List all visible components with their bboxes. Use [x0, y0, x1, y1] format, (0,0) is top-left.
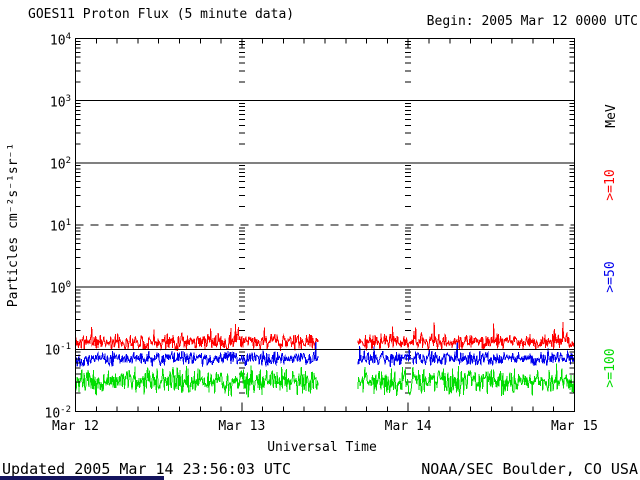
legend-entry-ge100: >=100 [603, 348, 618, 388]
begin-timestamp: Begin: 2005 Mar 12 0000 UTC [426, 14, 638, 29]
x-axis-label: Universal Time [267, 440, 377, 455]
chart-title: GOES11 Proton Flux (5 minute data) [28, 7, 295, 22]
legend-title-mev: MeV [604, 104, 619, 128]
updated-timestamp: Updated 2005 Mar 14 23:56:03 UTC [2, 460, 291, 478]
y-tick-label-1e-1: 10-1 [44, 342, 72, 359]
legend-entry-ge50: >=50 [603, 261, 618, 293]
y-tick-label-1e2: 102 [49, 155, 71, 173]
y-tick-label-1e3: 103 [49, 93, 71, 110]
x-tick-label-mar-15: Mar 15 [551, 419, 598, 434]
x-tick-label-mar-12: Mar 12 [52, 419, 99, 434]
y-tick-label-1e4: 104 [49, 31, 71, 48]
y-tick-label-1e0: 100 [49, 280, 71, 297]
y-tick-label-1e-2: 10-2 [44, 404, 72, 421]
credit-text: NOAA/SEC Boulder, CO USA [421, 460, 638, 478]
y-tick-label-1e1: 101 [49, 218, 71, 235]
x-tick-label-mar-14: Mar 14 [384, 419, 432, 434]
x-tick-label-mar-13: Mar 13 [218, 419, 266, 434]
bottom-bar-artifact [0, 476, 164, 480]
legend-entry-ge10: >=10 [603, 169, 618, 201]
